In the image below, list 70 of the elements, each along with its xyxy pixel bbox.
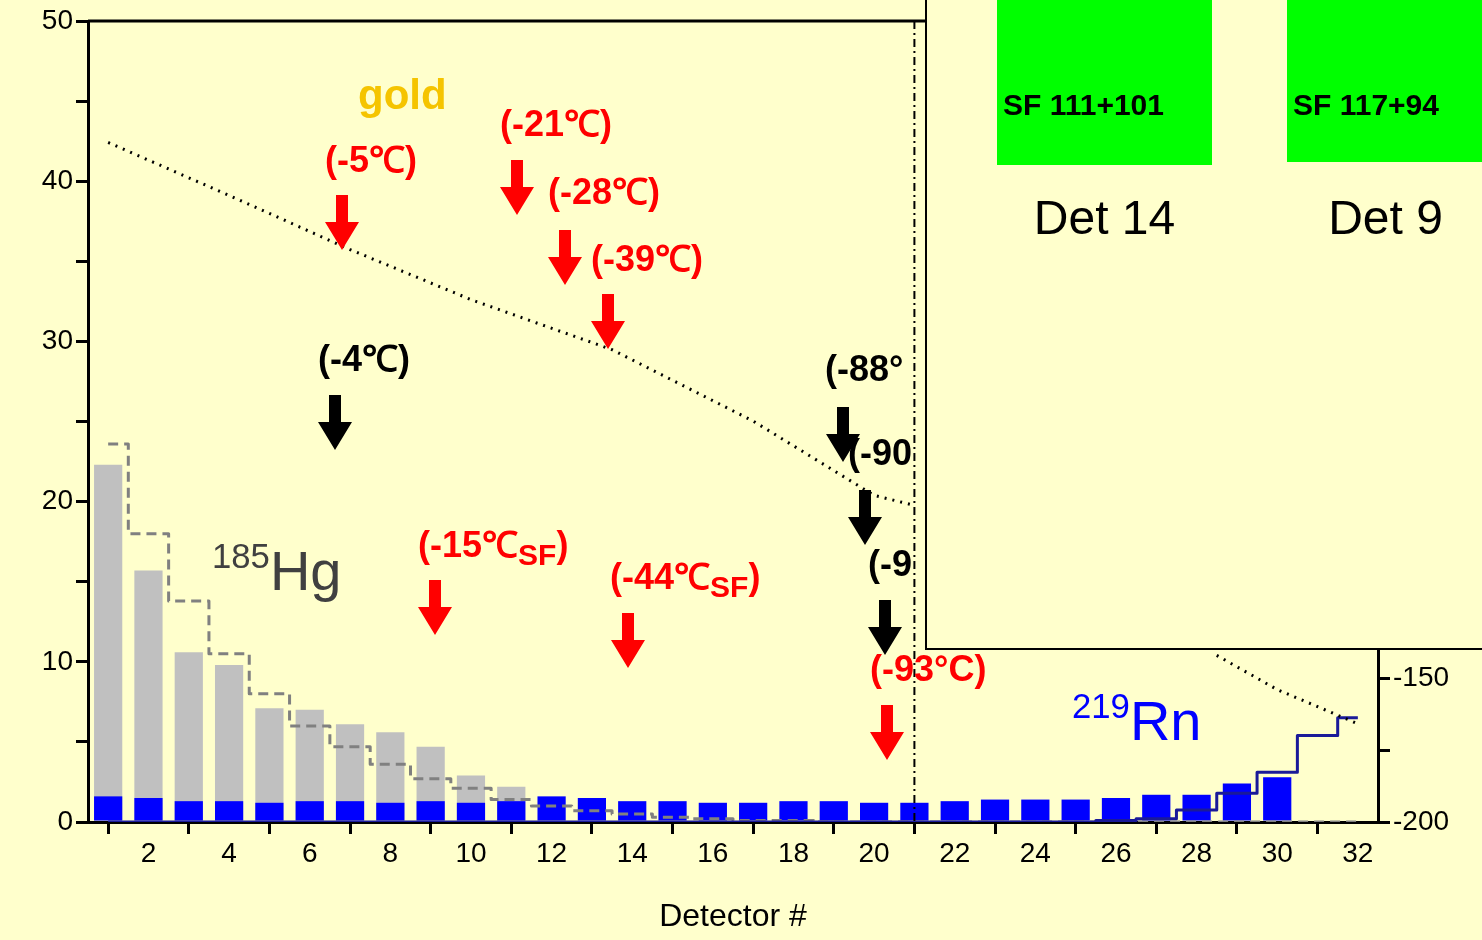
- bar: [658, 801, 687, 821]
- annotation: (-44℃$_{SF}$): [610, 556, 761, 604]
- annotation: (-4℃): [318, 338, 410, 379]
- y-tick-label: 20: [41, 484, 73, 516]
- x-tick-label: 22: [939, 836, 971, 868]
- bar: [416, 801, 445, 821]
- x-tick-label: 16: [697, 836, 729, 868]
- bar: [255, 802, 284, 821]
- bar: [1061, 799, 1090, 821]
- x-tick-label: 10: [455, 836, 487, 868]
- x-tick-label: 18: [777, 836, 810, 868]
- x-tick-label: 14: [616, 836, 648, 868]
- bar: [134, 797, 163, 821]
- y-tick-label: 40: [41, 163, 73, 195]
- bar: [1101, 797, 1131, 821]
- x-axis-title: Detector #: [659, 896, 808, 933]
- annotation: (-9: [868, 543, 912, 584]
- bar: [900, 802, 929, 821]
- bar: [980, 799, 1010, 821]
- annotation: (-39℃): [591, 238, 704, 280]
- bar: [819, 801, 848, 821]
- x-tick-label: 26: [1100, 836, 1132, 868]
- x-tick-label: 4: [221, 836, 237, 868]
- y-tick-label: 10: [41, 644, 73, 676]
- x-tick-label: 6: [301, 836, 318, 868]
- label-box: SF 117+94: [1287, 0, 1482, 162]
- annotation: (-93°C): [870, 648, 987, 689]
- bar: [1021, 799, 1050, 821]
- bar: [1263, 777, 1292, 821]
- bar: [497, 801, 526, 821]
- bar: [335, 801, 365, 821]
- x-tick-label: 32: [1342, 836, 1374, 868]
- x-tick-label: 8: [382, 836, 399, 868]
- y-tick-label: 30: [41, 324, 73, 356]
- label-box: SF 111+101: [997, 0, 1212, 165]
- annotation: (-21℃): [500, 103, 613, 144]
- x-tick-label: 20: [858, 836, 890, 868]
- bar: [739, 802, 768, 821]
- x-tick-label: 24: [1019, 836, 1051, 868]
- y-tick-label: 0: [57, 804, 73, 836]
- x-tick-label: 2: [140, 836, 157, 868]
- annotation: (-88°: [825, 348, 904, 389]
- x-tick-label: 30: [1261, 836, 1293, 868]
- bar: [295, 801, 324, 821]
- bar: [537, 796, 566, 821]
- annotation: Det 9: [1327, 190, 1444, 245]
- bar: [698, 802, 727, 821]
- annotation: (-5℃): [324, 139, 417, 181]
- annotation: (-15℃$_{SF}$): [418, 524, 569, 572]
- bar: [174, 801, 203, 821]
- annotation: Det 14: [1032, 190, 1177, 245]
- bar: [779, 801, 808, 821]
- bar: [577, 797, 607, 821]
- bar: [214, 801, 244, 821]
- x-tick-label: 28: [1181, 836, 1213, 868]
- y-tick-label: 50: [41, 3, 73, 35]
- bar: [94, 796, 123, 821]
- bar: [376, 802, 405, 821]
- bar: [456, 802, 486, 821]
- annotation: gold: [358, 71, 447, 119]
- y2-tick-label: -200: [1393, 804, 1450, 836]
- annotation: SF 111+101: [1003, 88, 1164, 122]
- y2-tick-label: -150: [1393, 660, 1450, 692]
- annotation: (-28℃): [548, 171, 661, 212]
- annotation: SF 117+94: [1293, 88, 1439, 122]
- x-tick-label: 12: [536, 836, 568, 868]
- bar: [859, 802, 889, 821]
- bar: [1222, 783, 1252, 821]
- annotation: (-90: [848, 432, 913, 473]
- bar: [940, 801, 969, 821]
